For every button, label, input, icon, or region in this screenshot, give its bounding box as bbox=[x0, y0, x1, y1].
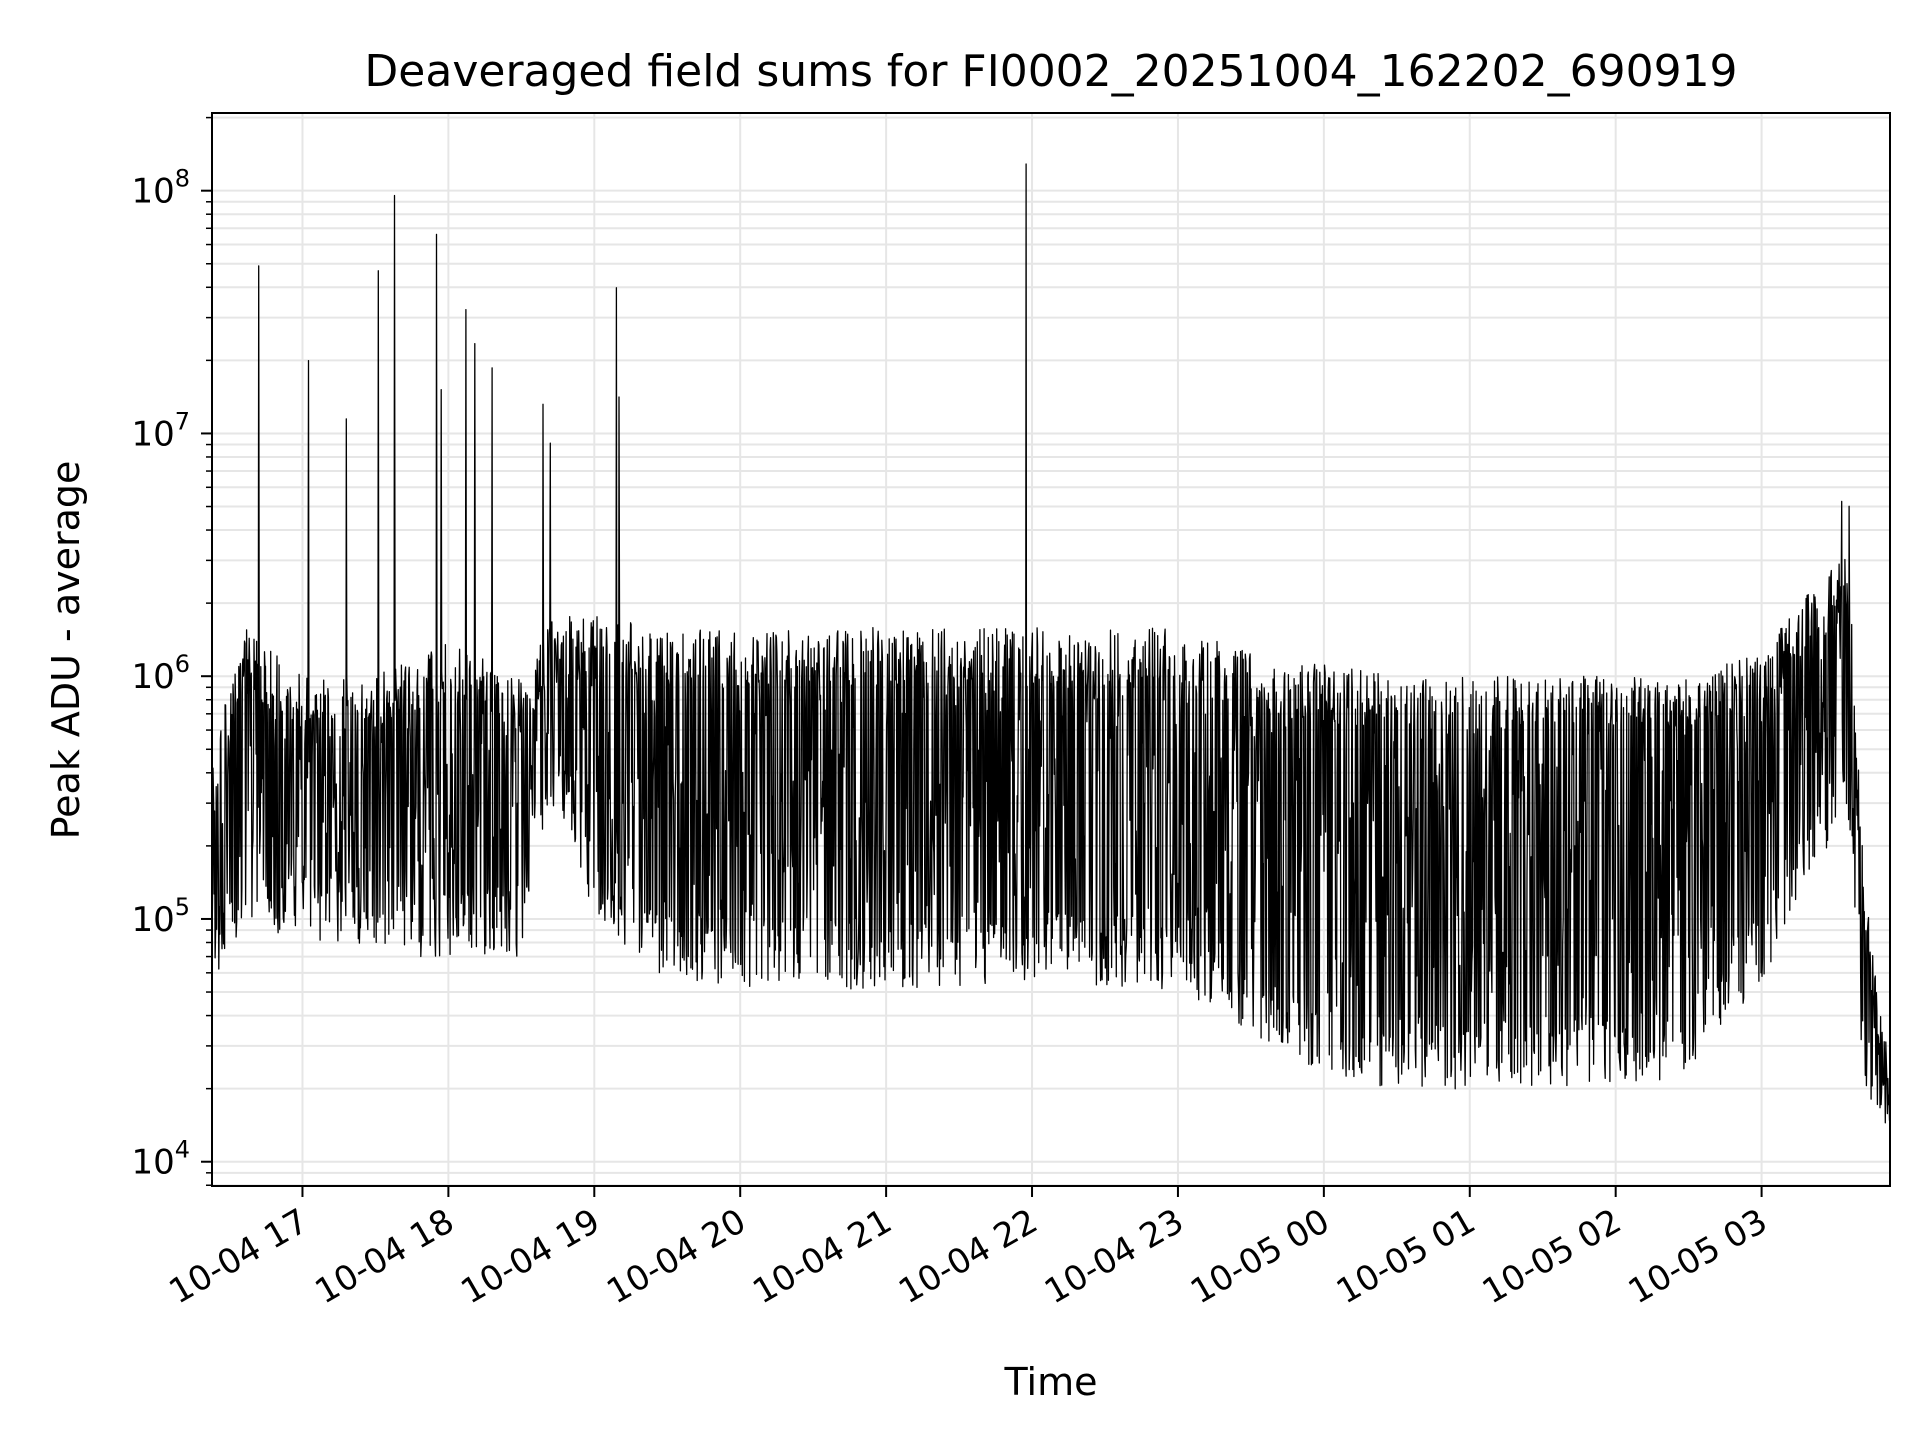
x-axis-label: Time bbox=[1004, 1360, 1098, 1404]
plot-frame bbox=[211, 112, 1891, 1187]
y-axis-label: Peak ADU - average bbox=[44, 461, 88, 840]
y-tick-label: 107 bbox=[131, 407, 190, 454]
chart-title: Deaveraged field sums for FI0002_2025100… bbox=[364, 46, 1737, 97]
y-tick-label: 105 bbox=[131, 893, 190, 940]
y-tick-label: 108 bbox=[131, 165, 190, 212]
data-layer bbox=[211, 163, 1891, 1124]
y-tick-label: 104 bbox=[131, 1136, 190, 1183]
y-tick-label: 106 bbox=[131, 650, 190, 697]
series-line bbox=[211, 163, 1891, 1124]
